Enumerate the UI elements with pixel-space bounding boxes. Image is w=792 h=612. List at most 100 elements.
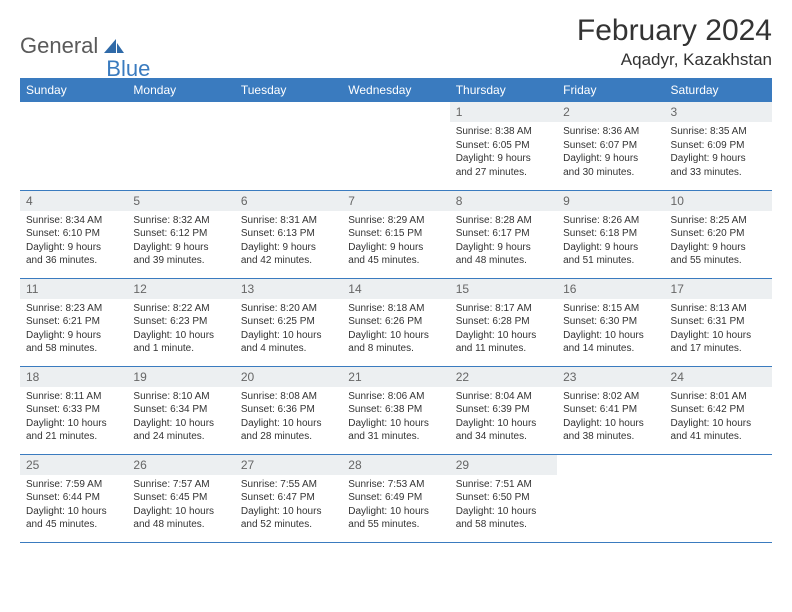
day1-line: Daylight: 9 hours (241, 241, 336, 255)
day1-line: Daylight: 10 hours (133, 505, 228, 519)
day-number: 29 (450, 455, 557, 475)
sunset-line: Sunset: 6:45 PM (133, 491, 228, 505)
sunset-line: Sunset: 6:42 PM (671, 403, 766, 417)
day1-line: Daylight: 10 hours (241, 417, 336, 431)
day1-line: Daylight: 10 hours (241, 329, 336, 343)
day-header: Friday (557, 78, 664, 102)
day-content: Sunrise: 8:08 AMSunset: 6:36 PMDaylight:… (235, 387, 342, 447)
day-number: 8 (450, 191, 557, 211)
calendar-cell: 16Sunrise: 8:15 AMSunset: 6:30 PMDayligh… (557, 278, 664, 366)
day-content: Sunrise: 8:26 AMSunset: 6:18 PMDaylight:… (557, 211, 664, 271)
day-content: Sunrise: 8:18 AMSunset: 6:26 PMDaylight:… (342, 299, 449, 359)
calendar-cell: 14Sunrise: 8:18 AMSunset: 6:26 PMDayligh… (342, 278, 449, 366)
sunrise-line: Sunrise: 8:23 AM (26, 302, 121, 316)
calendar-cell: 5Sunrise: 8:32 AMSunset: 6:12 PMDaylight… (127, 190, 234, 278)
day-number: 15 (450, 279, 557, 299)
calendar-cell (127, 102, 234, 190)
day2-line: and 58 minutes. (456, 518, 551, 532)
sunset-line: Sunset: 6:47 PM (241, 491, 336, 505)
day-content: Sunrise: 8:02 AMSunset: 6:41 PMDaylight:… (557, 387, 664, 447)
day-content: Sunrise: 8:22 AMSunset: 6:23 PMDaylight:… (127, 299, 234, 359)
calendar-cell: 29Sunrise: 7:51 AMSunset: 6:50 PMDayligh… (450, 454, 557, 542)
day1-line: Daylight: 10 hours (671, 417, 766, 431)
month-title: February 2024 (577, 14, 772, 48)
sunrise-line: Sunrise: 8:38 AM (456, 125, 551, 139)
logo-text-general: General (20, 33, 98, 59)
calendar-row: 1Sunrise: 8:38 AMSunset: 6:05 PMDaylight… (20, 102, 772, 190)
day2-line: and 36 minutes. (26, 254, 121, 268)
sunrise-line: Sunrise: 8:22 AM (133, 302, 228, 316)
day-content: Sunrise: 8:34 AMSunset: 6:10 PMDaylight:… (20, 211, 127, 271)
day-number: 12 (127, 279, 234, 299)
calendar-cell: 13Sunrise: 8:20 AMSunset: 6:25 PMDayligh… (235, 278, 342, 366)
sunrise-line: Sunrise: 8:26 AM (563, 214, 658, 228)
calendar-row: 11Sunrise: 8:23 AMSunset: 6:21 PMDayligh… (20, 278, 772, 366)
sunrise-line: Sunrise: 8:11 AM (26, 390, 121, 404)
day1-line: Daylight: 10 hours (348, 505, 443, 519)
sunset-line: Sunset: 6:13 PM (241, 227, 336, 241)
day-number: 4 (20, 191, 127, 211)
day2-line: and 33 minutes. (671, 166, 766, 180)
calendar-cell: 7Sunrise: 8:29 AMSunset: 6:15 PMDaylight… (342, 190, 449, 278)
sunrise-line: Sunrise: 8:32 AM (133, 214, 228, 228)
day-content: Sunrise: 8:20 AMSunset: 6:25 PMDaylight:… (235, 299, 342, 359)
sunrise-line: Sunrise: 8:08 AM (241, 390, 336, 404)
day-number: 24 (665, 367, 772, 387)
day-content: Sunrise: 8:25 AMSunset: 6:20 PMDaylight:… (665, 211, 772, 271)
calendar-row: 18Sunrise: 8:11 AMSunset: 6:33 PMDayligh… (20, 366, 772, 454)
day-number: 14 (342, 279, 449, 299)
calendar-cell: 24Sunrise: 8:01 AMSunset: 6:42 PMDayligh… (665, 366, 772, 454)
day1-line: Daylight: 9 hours (26, 241, 121, 255)
sunset-line: Sunset: 6:26 PM (348, 315, 443, 329)
calendar-cell: 22Sunrise: 8:04 AMSunset: 6:39 PMDayligh… (450, 366, 557, 454)
sunset-line: Sunset: 6:39 PM (456, 403, 551, 417)
day2-line: and 14 minutes. (563, 342, 658, 356)
day-number: 23 (557, 367, 664, 387)
sunset-line: Sunset: 6:18 PM (563, 227, 658, 241)
header: General Blue February 2024 Aqadyr, Kazak… (20, 14, 772, 70)
day2-line: and 1 minute. (133, 342, 228, 356)
sunrise-line: Sunrise: 8:15 AM (563, 302, 658, 316)
calendar-cell: 10Sunrise: 8:25 AMSunset: 6:20 PMDayligh… (665, 190, 772, 278)
sunrise-line: Sunrise: 7:55 AM (241, 478, 336, 492)
day-number: 2 (557, 102, 664, 122)
day-content: Sunrise: 8:23 AMSunset: 6:21 PMDaylight:… (20, 299, 127, 359)
day1-line: Daylight: 9 hours (26, 329, 121, 343)
day-number: 1 (450, 102, 557, 122)
calendar-cell: 28Sunrise: 7:53 AMSunset: 6:49 PMDayligh… (342, 454, 449, 542)
day-content: Sunrise: 8:38 AMSunset: 6:05 PMDaylight:… (450, 122, 557, 182)
sunset-line: Sunset: 6:23 PM (133, 315, 228, 329)
calendar-row: 25Sunrise: 7:59 AMSunset: 6:44 PMDayligh… (20, 454, 772, 542)
calendar-cell: 1Sunrise: 8:38 AMSunset: 6:05 PMDaylight… (450, 102, 557, 190)
calendar-cell: 18Sunrise: 8:11 AMSunset: 6:33 PMDayligh… (20, 366, 127, 454)
day1-line: Daylight: 10 hours (26, 417, 121, 431)
sunrise-line: Sunrise: 8:29 AM (348, 214, 443, 228)
calendar-cell: 2Sunrise: 8:36 AMSunset: 6:07 PMDaylight… (557, 102, 664, 190)
day-content: Sunrise: 8:04 AMSunset: 6:39 PMDaylight:… (450, 387, 557, 447)
day2-line: and 51 minutes. (563, 254, 658, 268)
day2-line: and 41 minutes. (671, 430, 766, 444)
day-content: Sunrise: 8:32 AMSunset: 6:12 PMDaylight:… (127, 211, 234, 271)
day1-line: Daylight: 10 hours (348, 417, 443, 431)
sunrise-line: Sunrise: 7:53 AM (348, 478, 443, 492)
sunrise-line: Sunrise: 8:28 AM (456, 214, 551, 228)
day-number: 17 (665, 279, 772, 299)
day-number: 6 (235, 191, 342, 211)
sunrise-line: Sunrise: 7:51 AM (456, 478, 551, 492)
day1-line: Daylight: 10 hours (671, 329, 766, 343)
day-content: Sunrise: 8:11 AMSunset: 6:33 PMDaylight:… (20, 387, 127, 447)
sunrise-line: Sunrise: 8:25 AM (671, 214, 766, 228)
day-number: 5 (127, 191, 234, 211)
day1-line: Daylight: 10 hours (456, 417, 551, 431)
day1-line: Daylight: 9 hours (348, 241, 443, 255)
logo-sail-icon (102, 37, 126, 55)
day2-line: and 38 minutes. (563, 430, 658, 444)
sunrise-line: Sunrise: 8:31 AM (241, 214, 336, 228)
day-number: 19 (127, 367, 234, 387)
sunset-line: Sunset: 6:17 PM (456, 227, 551, 241)
day-content: Sunrise: 8:31 AMSunset: 6:13 PMDaylight:… (235, 211, 342, 271)
day-content: Sunrise: 7:59 AMSunset: 6:44 PMDaylight:… (20, 475, 127, 535)
sunrise-line: Sunrise: 8:34 AM (26, 214, 121, 228)
day-number: 28 (342, 455, 449, 475)
day-number: 3 (665, 102, 772, 122)
